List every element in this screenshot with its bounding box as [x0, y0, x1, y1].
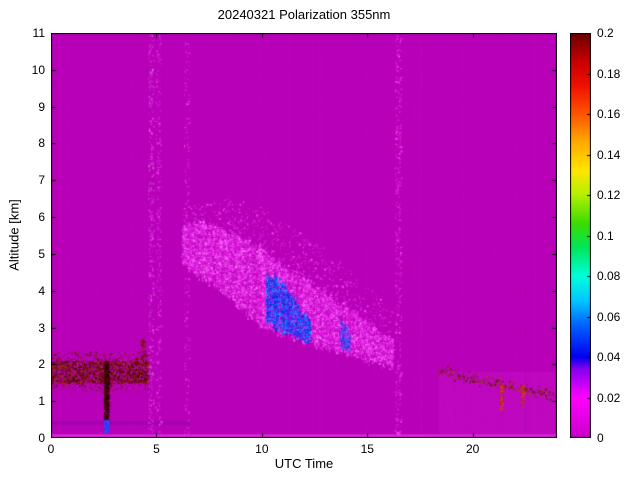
- x-tick-label: 15: [360, 442, 374, 456]
- colorbar-tick-label: 0.04: [597, 350, 621, 364]
- y-tick-label: 10: [31, 62, 45, 77]
- y-tick-label: 8: [38, 136, 45, 151]
- y-tick-label: 2: [38, 357, 45, 372]
- chart-title: 20240321 Polarization 355nm: [217, 7, 391, 22]
- colorbar-tick-label: 0.02: [597, 390, 621, 405]
- y-tick-label: 7: [38, 173, 45, 188]
- colorbar-tick-label: 0.2: [597, 26, 614, 40]
- y-tick-label: 0: [38, 431, 45, 445]
- x-tick-label: 0: [47, 442, 55, 456]
- y-tick-label: 5: [38, 246, 45, 261]
- colorbar-tick-label: 0.1: [597, 228, 614, 243]
- x-tick-label: 5: [153, 442, 160, 456]
- y-tick-label: 1: [38, 394, 45, 409]
- x-tick-label: 20: [465, 442, 480, 456]
- colorbar-tick-label: 0.12: [597, 188, 621, 202]
- y-tick-label: 11: [32, 26, 45, 40]
- colorbar: [570, 33, 591, 438]
- colorbar-tick-label: 0.16: [597, 107, 621, 121]
- heatmap-canvas: [51, 33, 557, 438]
- y-tick-label: 4: [38, 283, 45, 298]
- colorbar-tick-label: 0.14: [597, 147, 621, 162]
- colorbar-tick-label: 0.06: [597, 309, 621, 324]
- x-tick-label: 10: [255, 442, 269, 456]
- colorbar-tick-label: 0.08: [597, 269, 621, 283]
- y-tick-label: 3: [38, 320, 45, 335]
- colorbar-tick-label: 0.18: [597, 66, 621, 81]
- y-tick-label: 6: [38, 210, 45, 225]
- x-axis-label: UTC Time: [274, 456, 334, 471]
- y-tick-label: 9: [38, 99, 45, 114]
- colorbar-tick-label: 0: [597, 431, 604, 445]
